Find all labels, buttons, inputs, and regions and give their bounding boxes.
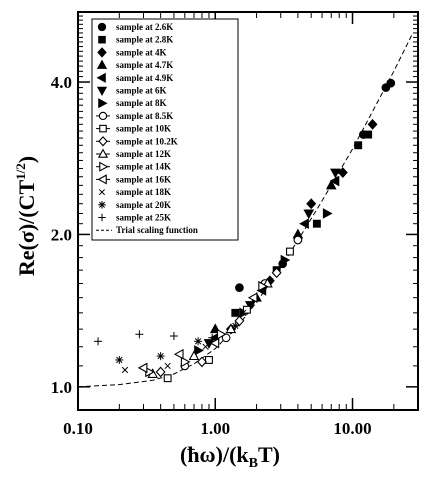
legend-marker	[99, 124, 107, 133]
data-point	[322, 208, 333, 219]
data-point	[242, 305, 251, 314]
legend-marker	[98, 213, 106, 222]
legend: sample at 2.6K sample at 2.8K sample at 4K…	[91, 18, 239, 241]
y-tick-label: 4.0	[51, 73, 72, 92]
data-point	[156, 352, 165, 361]
legend-label: sample at 16K	[116, 174, 171, 184]
legend-label: sample at 2.8K	[116, 35, 173, 45]
legend-marker	[97, 174, 107, 185]
y-axis-label: Re(σ)/(CT1/2)	[13, 156, 39, 276]
legend-box	[91, 18, 239, 241]
data-point	[137, 362, 148, 374]
data-point	[208, 333, 217, 342]
data-point	[163, 374, 172, 383]
legend-marker	[96, 59, 108, 69]
legend-marker	[96, 86, 108, 97]
data-point	[216, 328, 227, 340]
data-point	[164, 362, 171, 370]
legend-label: sample at 18K	[116, 187, 171, 197]
data-point	[135, 330, 144, 339]
legend-label: sample at 25K	[116, 213, 171, 223]
data-point	[367, 118, 378, 130]
data-point	[258, 280, 268, 292]
y-tick-label: 2.0	[51, 225, 72, 244]
data-point	[303, 209, 315, 220]
data-points	[94, 78, 396, 383]
legend-marker	[98, 111, 108, 121]
data-point	[180, 356, 191, 368]
data-point	[115, 355, 124, 364]
legend-marker	[99, 161, 109, 172]
data-point	[240, 309, 247, 317]
legend-label: sample at 4.9K	[116, 73, 173, 83]
data-point	[188, 350, 200, 361]
data-point	[354, 141, 363, 150]
legend-marker	[96, 72, 106, 83]
data-point	[285, 247, 294, 256]
x-axis-label: (ħω)/(kBT)	[180, 442, 280, 471]
data-point	[386, 78, 396, 88]
axis-tick-labels: 0.10 1.00 10.00 1.0 2.0 4.0	[51, 73, 372, 438]
plot-frame	[77, 11, 419, 411]
legend-label: sample at 10K	[116, 124, 171, 134]
data-point	[330, 168, 341, 179]
data-point	[235, 283, 244, 293]
legend-marker	[98, 98, 108, 109]
legend-marker	[98, 35, 106, 44]
legend-label: sample at 2.6K	[116, 22, 173, 32]
data-point	[312, 219, 321, 228]
data-point	[247, 292, 258, 304]
data-point	[209, 337, 220, 349]
data-point	[197, 356, 207, 368]
legend-label: sample at 4K	[116, 47, 167, 57]
data-point	[244, 301, 256, 311]
legend-label: sample at 20K	[116, 200, 171, 210]
legend-marker	[98, 189, 106, 196]
data-point	[231, 321, 240, 330]
data-point	[169, 332, 178, 341]
y-tick-label: 1.0	[51, 378, 72, 397]
data-point	[299, 218, 309, 230]
data-point	[231, 308, 240, 317]
x-tick-label: 1.00	[200, 419, 230, 438]
legend-label: sample at 12K	[116, 149, 171, 159]
legend-label: sample at 8K	[116, 98, 167, 108]
data-point	[306, 198, 317, 210]
data-point	[293, 235, 303, 245]
data-point	[329, 175, 340, 187]
data-point	[364, 130, 373, 139]
legend-label: sample at 14K	[116, 162, 171, 172]
legend-marker	[97, 148, 109, 158]
data-point	[221, 333, 231, 343]
legend-label: sample at 8.5K	[116, 111, 173, 121]
legend-marker	[98, 201, 106, 209]
data-point	[155, 366, 166, 378]
data-point	[202, 343, 209, 350]
legend-marker	[97, 22, 107, 32]
legend-label: sample at 10.2K	[116, 136, 178, 146]
legend-label: sample at 4.7K	[116, 60, 173, 70]
legend-marker	[98, 136, 108, 147]
legend-marker	[97, 47, 107, 58]
x-tick-label: 10.00	[333, 419, 371, 438]
data-point	[271, 267, 282, 279]
legend-label: Trial scaling function	[116, 225, 198, 235]
data-point	[173, 348, 184, 360]
data-point	[205, 356, 213, 364]
data-point	[94, 337, 103, 346]
data-point	[280, 254, 291, 266]
data-point	[194, 337, 203, 346]
legend-label: sample at 6K	[116, 86, 167, 96]
x-tick-label: 0.10	[63, 419, 93, 438]
trial-scaling-curve	[77, 34, 413, 388]
data-point	[194, 345, 204, 356]
data-point	[121, 366, 129, 374]
data-point	[337, 167, 348, 178]
data-point	[325, 179, 337, 190]
